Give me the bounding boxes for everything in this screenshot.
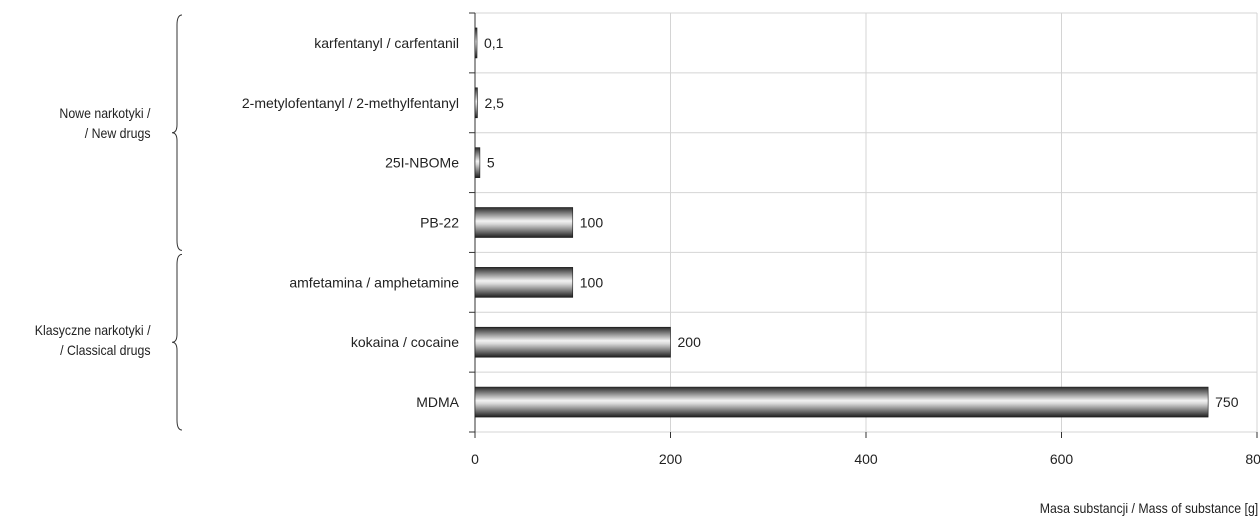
group-label-new-drugs: Nowe narkotyki / / New drugs <box>59 103 150 143</box>
bar <box>474 87 478 119</box>
bar <box>474 147 481 178</box>
data-label: 2,5 <box>484 95 504 111</box>
category-label: 2-metylofentanyl / 2-methylfentanyl <box>242 95 459 111</box>
group-braces <box>171 14 183 431</box>
x-tick-label: 800 <box>1245 451 1260 467</box>
group-label-line: / Classical drugs <box>59 342 150 358</box>
bar <box>474 27 478 59</box>
category-label: 25I-NBOMe <box>385 155 459 171</box>
data-label: 100 <box>580 215 604 231</box>
group-label-line: Nowe narkotyki / <box>58 105 150 121</box>
bars: karfentanyl / carfentanil 0,1 2-metylofent… <box>242 27 1239 418</box>
bar <box>474 267 574 298</box>
group-brace <box>171 253 183 431</box>
group-label-classical-drugs: Klasyczne narkotyki / / Classical drugs <box>34 320 150 360</box>
category-label: PB-22 <box>420 215 459 231</box>
category-label: MDMA <box>416 394 459 410</box>
group-label-line: Klasyczne narkotyki / <box>34 322 150 338</box>
data-label: 0,1 <box>484 35 504 51</box>
x-tick-label: 600 <box>1050 451 1074 467</box>
x-tick-label: 200 <box>659 451 683 467</box>
bar <box>474 207 574 238</box>
grid-lines <box>475 12 1258 433</box>
bar <box>474 386 1209 418</box>
data-label: 100 <box>580 274 604 290</box>
x-tick-label: 400 <box>854 451 878 467</box>
x-tick-label: 0 <box>471 451 479 467</box>
data-label: 200 <box>678 334 702 350</box>
bar <box>474 326 671 358</box>
group-label-line: / New drugs <box>84 125 150 141</box>
category-label: kokaina / cocaine <box>351 334 459 350</box>
x-axis-title: Masa substancji / Mass of substance [g] <box>1039 500 1258 516</box>
data-label: 750 <box>1215 394 1239 410</box>
category-label: karfentanyl / carfentanil <box>314 35 459 51</box>
category-label: amfetamina / amphetamine <box>289 274 459 290</box>
data-label: 5 <box>487 155 495 171</box>
group-brace <box>171 14 183 251</box>
